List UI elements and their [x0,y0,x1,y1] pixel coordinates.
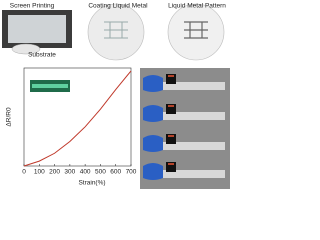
x-tick-label: 600 [110,169,121,176]
x-tick-label: 0 [22,169,26,176]
data-line [23,70,132,167]
substrate-disc [11,43,41,55]
pattern-disc [167,3,225,61]
chart: Strain(%) ΔR/R0 [6,67,132,187]
x-tick-label: 100 [34,169,45,176]
display-digits [168,75,174,165]
x-tick-label: 300 [64,169,75,176]
sensor-strip [150,170,225,178]
x-axis-label: Strain(%) [78,180,105,187]
coating-disc [87,3,145,61]
sensor-strip [150,82,225,90]
x-tick-label: 500 [95,169,106,176]
x-tick-label: 400 [80,169,91,176]
plot-frame [23,67,132,167]
hand-photo [140,68,230,189]
display [166,162,176,172]
x-tick-label: 200 [49,169,60,176]
coating-pattern [104,21,128,39]
display [166,74,176,84]
top-photos: Screen Printing Substrate Coating Liquid… [2,3,226,61]
panel-label: Coating Liquid Metal [88,3,148,10]
sensor-strip [150,112,225,120]
panel-label: Liquid Metal Pattern [168,3,226,10]
panel-label: Screen Printing [10,3,55,10]
inset-strip [32,84,68,88]
panel-label: Substrate [28,52,56,59]
display [166,104,176,114]
screen-mesh [8,15,66,43]
x-tick-label: 700 [126,169,137,176]
y-axis-label: ΔR/R0 [6,107,13,127]
liquid-metal-pattern [184,21,208,39]
gloved-hands [143,75,163,180]
display [166,134,176,144]
sensor-strip [150,142,225,150]
figure: Screen Printing Substrate Coating Liquid… [2,3,230,189]
